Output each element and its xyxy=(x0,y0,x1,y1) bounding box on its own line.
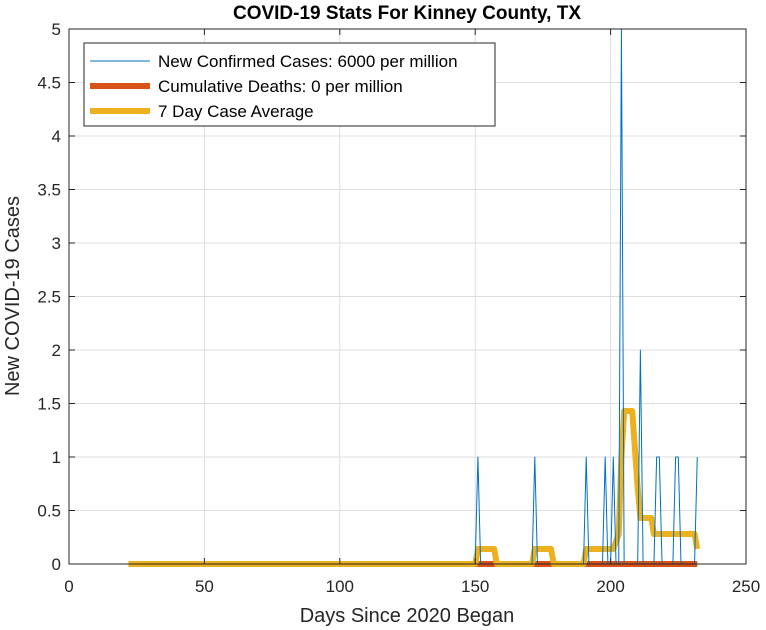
y-tick-label: 1 xyxy=(52,448,61,467)
x-tick-label: 0 xyxy=(64,577,73,596)
series-line-7day-average xyxy=(128,407,701,567)
x-tick-label: 250 xyxy=(732,577,760,596)
x-axis-title: Days Since 2020 Began xyxy=(300,605,515,627)
y-tick-label: 4 xyxy=(52,127,61,146)
y-tick-label: 2 xyxy=(52,341,61,360)
x-tick-label: 200 xyxy=(596,577,624,596)
y-tick-label: 0 xyxy=(52,555,61,574)
legend-box xyxy=(83,42,496,127)
y-tick-label: 0.5 xyxy=(37,502,61,521)
legend-label-7day-average: 7 Day Case Average xyxy=(158,102,314,121)
y-tick-label: 3 xyxy=(52,234,61,253)
legend-label-deaths: Cumulative Deaths: 0 per million xyxy=(158,77,403,96)
chart-title: COVID-19 Stats For Kinney County, TX xyxy=(233,3,581,24)
y-tick-label: 5 xyxy=(52,20,61,39)
y-tick-label: 2.5 xyxy=(37,288,61,307)
legend: New Confirmed Cases: 6000 per million Cu… xyxy=(83,42,496,127)
legend-label-new-cases: New Confirmed Cases: 6000 per million xyxy=(158,52,458,71)
y-tick-label: 3.5 xyxy=(37,181,61,200)
y-tick-label: 1.5 xyxy=(37,395,61,414)
y-axis-ticks: 0 0.5 1 1.5 2 2.5 3 3.5 4 4.5 5 xyxy=(37,20,746,574)
x-tick-label: 100 xyxy=(326,577,354,596)
y-axis-title: New COVID-19 Cases xyxy=(2,196,24,396)
x-tick-label: 150 xyxy=(461,577,489,596)
y-tick-label: 4.5 xyxy=(37,74,61,93)
x-tick-label: 50 xyxy=(195,577,214,596)
x-axis-ticks: 0 50 100 150 200 250 xyxy=(64,29,760,596)
